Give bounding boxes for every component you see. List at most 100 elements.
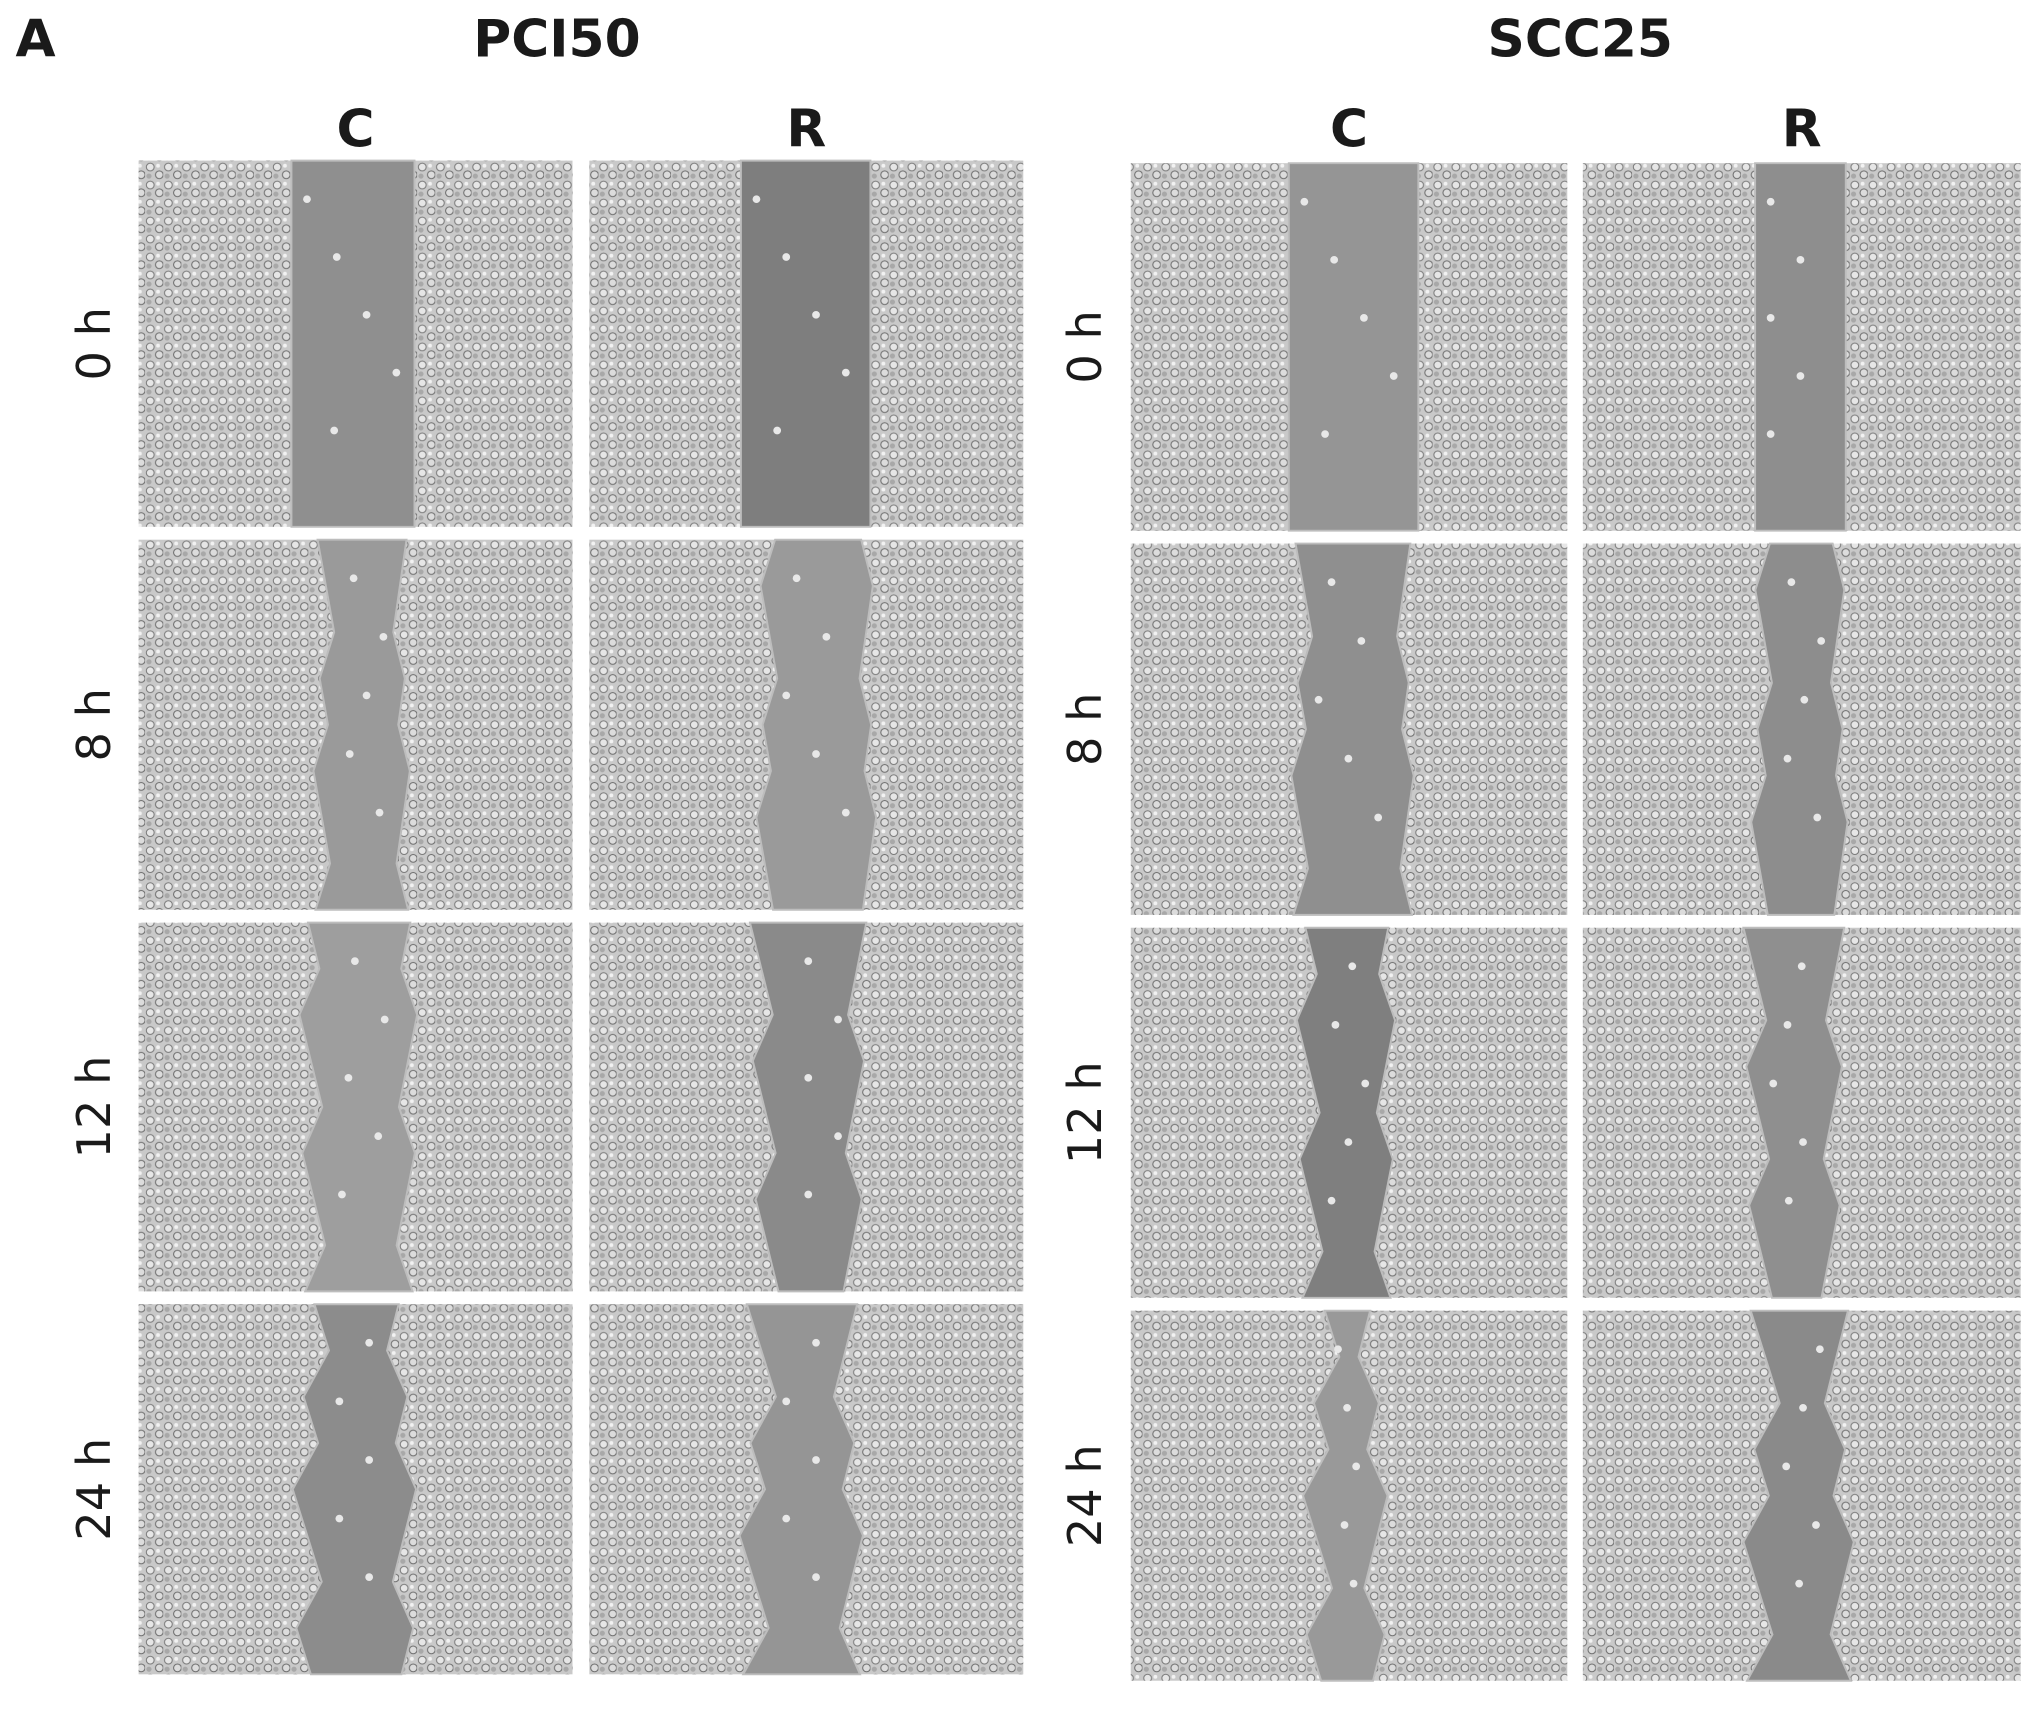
floating-cell bbox=[1799, 1403, 1807, 1412]
floating-cell bbox=[1331, 1021, 1340, 1029]
floating-cell bbox=[812, 750, 820, 758]
floating-cell bbox=[362, 691, 371, 700]
row-label: 8 h bbox=[1058, 692, 1112, 765]
floating-cell bbox=[1389, 372, 1398, 380]
floating-cell bbox=[374, 1132, 383, 1141]
floating-cell bbox=[1797, 962, 1806, 971]
floating-cell bbox=[1357, 637, 1366, 645]
wound-gap bbox=[1295, 926, 1397, 1299]
floating-cell bbox=[1783, 1021, 1792, 1029]
row-label: 8 h bbox=[67, 688, 121, 761]
floating-cell bbox=[812, 1573, 820, 1582]
wound-gap bbox=[1742, 926, 1846, 1299]
floating-cell bbox=[375, 808, 384, 817]
floating-cell bbox=[365, 1456, 374, 1464]
floating-cell bbox=[782, 253, 791, 261]
wound-gap bbox=[1754, 162, 1847, 532]
wound-gap bbox=[298, 921, 419, 1293]
floating-cell bbox=[841, 808, 850, 817]
group-title: SCC25 bbox=[1488, 10, 1673, 70]
floating-cell bbox=[1795, 1579, 1804, 1588]
row-label: 12 h bbox=[1058, 1061, 1112, 1164]
floating-cell bbox=[380, 1015, 389, 1024]
floating-cell bbox=[1374, 813, 1383, 822]
floating-cell bbox=[1787, 578, 1796, 586]
floating-cell bbox=[782, 1397, 791, 1406]
floating-cell bbox=[1321, 430, 1329, 438]
floating-cell bbox=[1344, 1138, 1353, 1146]
floating-cell bbox=[1782, 1462, 1791, 1471]
floating-cell bbox=[1340, 1521, 1349, 1529]
floating-cell bbox=[338, 1190, 346, 1199]
floating-cell bbox=[792, 574, 801, 583]
floating-cell bbox=[1344, 754, 1353, 763]
floating-cell bbox=[365, 1573, 374, 1582]
floating-cell bbox=[1817, 637, 1826, 645]
floating-cell bbox=[1800, 695, 1809, 704]
floating-cell bbox=[1334, 1345, 1342, 1354]
floating-cell bbox=[782, 691, 791, 700]
floating-cell bbox=[379, 632, 388, 641]
column-label: R bbox=[786, 100, 826, 160]
floating-cell bbox=[1784, 1196, 1793, 1205]
floating-cell bbox=[773, 426, 782, 435]
floating-cell bbox=[1361, 1079, 1370, 1088]
floating-cell bbox=[1352, 1462, 1361, 1471]
floating-cell bbox=[1766, 314, 1775, 322]
floating-cell bbox=[812, 1338, 820, 1347]
floating-cell bbox=[812, 310, 820, 319]
floating-cell bbox=[804, 957, 813, 966]
floating-cell bbox=[330, 426, 339, 435]
floating-cell bbox=[1300, 197, 1309, 206]
floating-cell bbox=[335, 1397, 344, 1406]
floating-cell bbox=[1813, 813, 1822, 822]
floating-cell bbox=[1783, 754, 1792, 763]
floating-cell bbox=[1796, 255, 1805, 264]
floating-cell bbox=[804, 1190, 813, 1199]
floating-cell bbox=[822, 632, 831, 641]
row-label: 12 h bbox=[67, 1056, 121, 1159]
floating-cell bbox=[782, 1514, 791, 1523]
row-label: 0 h bbox=[67, 307, 121, 380]
floating-cell bbox=[834, 1132, 842, 1141]
floating-cell bbox=[1330, 255, 1339, 264]
floating-cell bbox=[1799, 1138, 1807, 1146]
floating-cell bbox=[335, 1514, 344, 1523]
floating-cell bbox=[349, 574, 358, 583]
floating-cell bbox=[834, 1015, 842, 1024]
panel-label: A bbox=[16, 10, 56, 70]
wound-gap bbox=[739, 159, 872, 528]
wound-gap bbox=[748, 921, 868, 1293]
floating-cell bbox=[303, 195, 311, 204]
wound-gap bbox=[1290, 542, 1415, 916]
floating-cell bbox=[1343, 1403, 1351, 1412]
floating-cell bbox=[752, 195, 761, 204]
wound-gap bbox=[1742, 1309, 1855, 1682]
floating-cell bbox=[1769, 1079, 1778, 1088]
floating-cell bbox=[804, 1073, 813, 1082]
floating-cell bbox=[1815, 1345, 1824, 1354]
floating-cell bbox=[345, 750, 354, 758]
wound-gap bbox=[738, 1303, 864, 1676]
floating-cell bbox=[362, 310, 371, 319]
floating-cell bbox=[1360, 314, 1368, 322]
floating-cell bbox=[1327, 1196, 1336, 1205]
floating-cell bbox=[351, 957, 359, 966]
floating-cell bbox=[1314, 695, 1323, 704]
floating-cell bbox=[1812, 1521, 1820, 1529]
row-label: 0 h bbox=[1058, 310, 1112, 383]
floating-cell bbox=[1349, 1579, 1358, 1588]
wound-gap bbox=[312, 538, 411, 911]
floating-cell bbox=[1766, 197, 1775, 206]
floating-cell bbox=[1348, 962, 1357, 971]
row-label: 24 h bbox=[1058, 1444, 1112, 1547]
column-label: C bbox=[337, 100, 375, 160]
wound-gap bbox=[1750, 542, 1849, 916]
wound-gap bbox=[1287, 162, 1420, 532]
floating-cell bbox=[344, 1073, 353, 1082]
floating-cell bbox=[1766, 430, 1775, 438]
floating-cell bbox=[1796, 372, 1805, 380]
column-label: C bbox=[1330, 100, 1368, 160]
